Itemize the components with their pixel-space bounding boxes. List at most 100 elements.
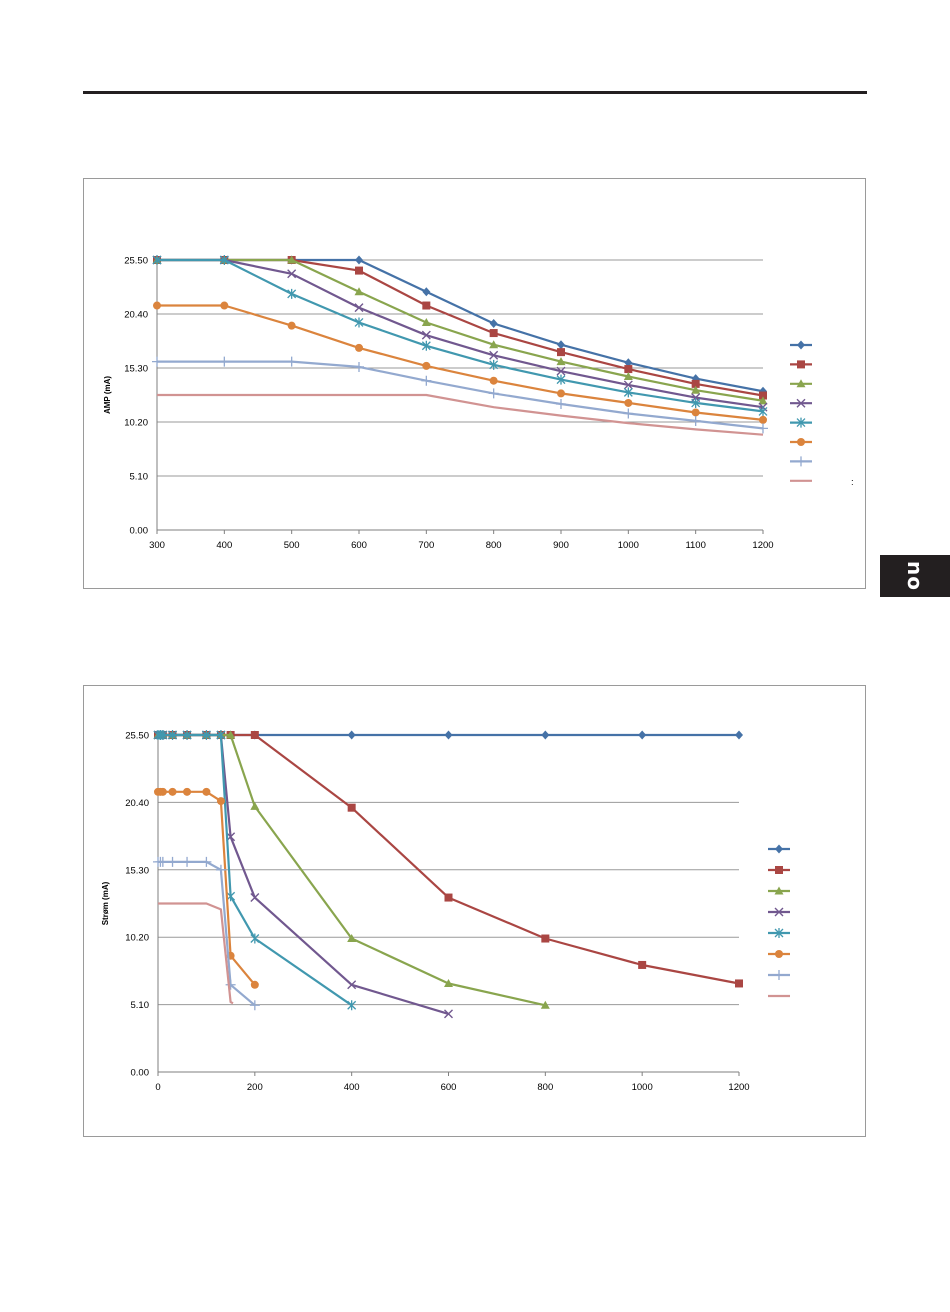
data-point <box>250 801 260 810</box>
series-line <box>158 733 740 985</box>
chart-amp-svg: 0.00 5.10 10.20 15.30 20.40 25.50 300 400 500 600… <box>103 255 854 551</box>
data-point <box>347 1000 357 1011</box>
data-point <box>556 374 566 385</box>
legend-swatch-marker <box>774 907 784 917</box>
data-point <box>249 1000 260 1011</box>
data-point <box>489 350 499 360</box>
data-point <box>540 1000 550 1009</box>
x-tick-label: 1000 <box>618 540 639 551</box>
data-point <box>421 330 431 340</box>
chart-current-svg: 0.00 5.10 10.20 15.30 20.40 25.50 0 200 400 600 80… <box>101 730 790 1093</box>
data-point <box>225 979 236 990</box>
data-point <box>556 366 566 376</box>
data-point <box>168 730 177 740</box>
x-tick-label: 1200 <box>728 1082 749 1093</box>
x-tick-label: 400 <box>216 540 232 551</box>
data-point <box>182 730 192 740</box>
x-tick-label: 1200 <box>752 540 773 551</box>
data-point <box>219 356 230 367</box>
data-point <box>735 979 743 988</box>
legend-entry <box>768 970 790 980</box>
y-tick-label: 15.30 <box>124 364 148 375</box>
legend-swatch-marker <box>775 844 783 854</box>
data-point <box>623 380 633 390</box>
legend-swatch-marker <box>796 417 806 428</box>
data-point <box>758 423 768 434</box>
legend-swatch-marker <box>774 886 784 895</box>
y-axis-label: AMP (mA) <box>103 376 112 414</box>
series-8 <box>157 393 764 436</box>
series-line <box>157 360 764 430</box>
data-point <box>355 255 363 265</box>
legend-entry <box>768 886 790 895</box>
x-tick-label: 200 <box>247 1082 263 1093</box>
data-point <box>202 787 211 796</box>
series-line <box>157 258 764 413</box>
data-point <box>250 731 259 739</box>
data-point <box>421 375 432 386</box>
legend-swatch-marker <box>774 970 784 980</box>
data-point <box>354 303 364 313</box>
series-line <box>157 258 764 393</box>
data-point <box>638 730 647 740</box>
y-tick-label: 25.50 <box>124 256 148 267</box>
y-tick-label: 0.00 <box>130 526 149 537</box>
data-point <box>347 980 357 990</box>
data-point <box>220 301 229 310</box>
series-1 <box>153 255 767 396</box>
data-point <box>623 408 634 419</box>
data-point <box>183 787 192 796</box>
x-tick-label: 400 <box>344 1082 360 1093</box>
data-point <box>690 415 701 426</box>
data-point <box>152 255 162 265</box>
data-point <box>422 301 431 310</box>
data-point <box>489 319 498 329</box>
legend-entry <box>768 844 790 854</box>
legend-swatch-marker <box>775 866 783 874</box>
x-tick-label: 1100 <box>685 540 705 551</box>
legend-entry <box>768 950 790 958</box>
series-8 <box>158 902 234 1005</box>
x-tick-label: 600 <box>441 1082 457 1093</box>
legend-entry <box>790 438 812 446</box>
data-point <box>444 1009 453 1019</box>
data-point <box>556 357 566 366</box>
series-line <box>157 258 764 409</box>
data-point <box>759 415 767 424</box>
series-5 <box>152 255 768 417</box>
data-point <box>287 288 297 299</box>
series-4 <box>153 730 453 1019</box>
x-tick-label: 600 <box>351 540 367 551</box>
data-point <box>623 387 633 398</box>
legend-entry <box>790 340 812 350</box>
legend-swatch-marker <box>796 379 806 388</box>
data-point <box>624 365 633 374</box>
data-point <box>489 329 498 338</box>
data-point <box>287 269 297 279</box>
legend-entry <box>790 379 812 388</box>
y-tick-label: 5.10 <box>131 1000 150 1011</box>
data-point <box>250 980 259 989</box>
data-point <box>421 340 431 351</box>
legend-entry <box>790 398 812 408</box>
y-tick-label: 0.00 <box>131 1068 150 1079</box>
data-point <box>215 864 226 875</box>
side-note: : <box>851 477 854 488</box>
series-line <box>157 258 764 397</box>
data-point <box>226 730 236 739</box>
data-point <box>556 399 566 409</box>
x-tick-label: 800 <box>486 540 502 551</box>
data-point <box>250 933 260 944</box>
data-point <box>638 960 647 969</box>
chart-current-vs-length: 0.00 5.10 10.20 15.30 20.40 25.50 0 200 400 600 80… <box>83 685 866 1137</box>
data-point <box>624 358 633 368</box>
x-tick-label: 900 <box>553 540 569 551</box>
y-tick-label: 20.40 <box>124 310 148 321</box>
data-point <box>216 730 226 740</box>
data-point <box>287 321 296 330</box>
data-point <box>691 385 701 394</box>
data-point <box>168 787 177 796</box>
data-point <box>354 361 364 372</box>
legend-entry <box>768 928 790 938</box>
x-tick-label: 500 <box>284 540 300 551</box>
